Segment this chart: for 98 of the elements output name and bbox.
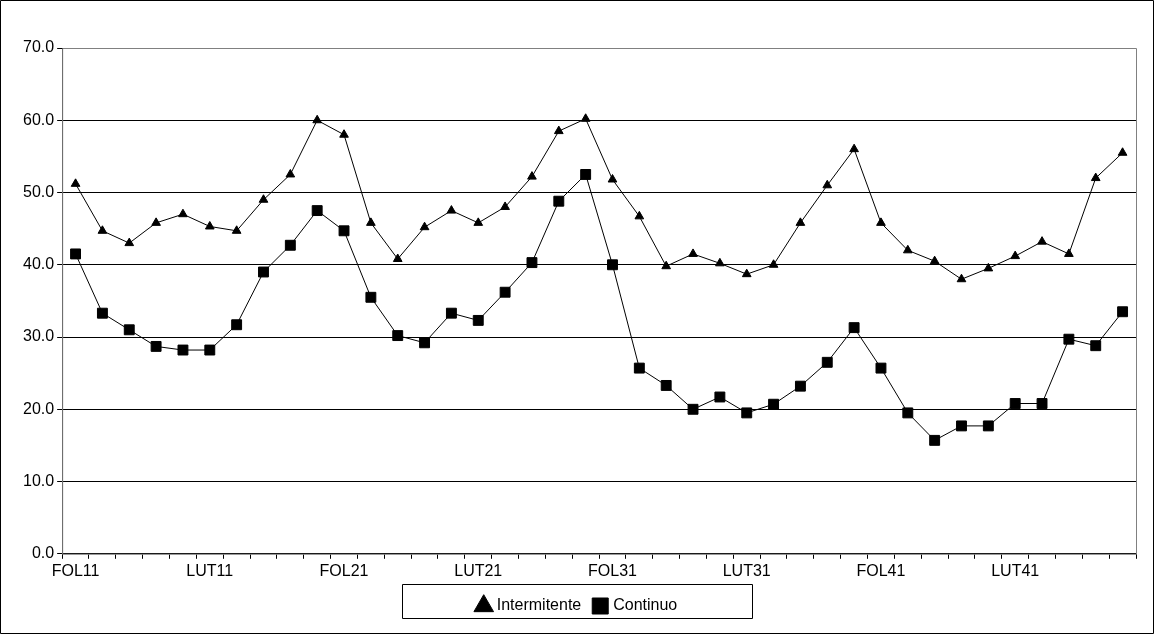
- y-tick-label: 70.0: [23, 38, 55, 56]
- x-tick-label: LUT11: [186, 561, 234, 579]
- point: [339, 129, 349, 138]
- point: [177, 344, 189, 356]
- point: [902, 407, 914, 419]
- point: [150, 340, 162, 352]
- point: [97, 225, 108, 234]
- y-tick-label: 10.0: [23, 471, 55, 489]
- point: [821, 356, 833, 368]
- point: [338, 225, 350, 237]
- point: [231, 225, 242, 234]
- point: [1064, 248, 1074, 257]
- point: [741, 268, 752, 278]
- point: [956, 420, 967, 432]
- x-tick-label: LUT41: [991, 561, 1040, 579]
- point: [580, 169, 592, 180]
- point: [607, 259, 618, 271]
- point: [1063, 333, 1075, 345]
- point: [204, 344, 216, 356]
- point: [553, 195, 565, 207]
- point: [284, 239, 296, 251]
- point: [983, 262, 994, 272]
- point: [633, 362, 645, 374]
- point: [392, 330, 404, 342]
- x-tick-label: FOL21: [319, 561, 369, 579]
- point: [419, 221, 430, 231]
- point: [929, 434, 941, 446]
- point: [741, 407, 753, 419]
- x-tick-label: FOL31: [588, 561, 638, 579]
- legend-label: Continuo: [613, 596, 678, 614]
- point: [231, 319, 243, 331]
- point: [1117, 306, 1129, 318]
- point: [634, 210, 645, 220]
- point: [1090, 172, 1101, 182]
- point: [204, 220, 215, 230]
- y-tick-label: 0.0: [31, 544, 55, 562]
- point: [714, 391, 726, 403]
- point: [1009, 398, 1021, 409]
- point: [822, 179, 833, 189]
- point: [661, 260, 672, 270]
- point: [311, 205, 323, 217]
- point: [392, 253, 403, 262]
- point: [258, 194, 269, 203]
- point: [445, 307, 457, 319]
- x-tick-label: LUT31: [722, 561, 771, 579]
- point: [768, 259, 779, 268]
- point: [956, 273, 967, 283]
- point: [848, 322, 860, 334]
- legend-label: Intermitente: [496, 596, 582, 614]
- point: [258, 266, 269, 278]
- point: [123, 324, 135, 336]
- point: [365, 291, 377, 303]
- point: [902, 244, 913, 254]
- point: [446, 205, 457, 214]
- point: [527, 171, 537, 180]
- x-tick-label: FOL11: [51, 561, 100, 579]
- point: [285, 168, 296, 178]
- point: [472, 314, 484, 326]
- point: [875, 362, 887, 374]
- point: [70, 178, 81, 187]
- y-tick-label: 50.0: [23, 182, 55, 200]
- point: [794, 380, 806, 392]
- point: [688, 248, 698, 257]
- point: [124, 237, 135, 247]
- point: [982, 420, 994, 432]
- point: [1037, 236, 1047, 245]
- point: [687, 403, 699, 415]
- point: [660, 379, 672, 391]
- point: [473, 217, 484, 226]
- point: [1036, 398, 1048, 409]
- point: [768, 398, 780, 410]
- point: [312, 114, 323, 124]
- point: [526, 257, 538, 269]
- point: [1117, 147, 1128, 156]
- point: [876, 217, 886, 226]
- y-tick-label: 30.0: [23, 327, 55, 345]
- point: [1090, 340, 1102, 352]
- y-tick-label: 60.0: [23, 110, 55, 128]
- point: [553, 125, 564, 135]
- point: [795, 217, 806, 226]
- point: [715, 257, 725, 267]
- point: [70, 248, 82, 260]
- point: [500, 201, 510, 210]
- point: [1010, 250, 1021, 260]
- point: [419, 337, 431, 349]
- point: [151, 217, 161, 226]
- y-tick-label: 20.0: [23, 399, 55, 417]
- y-tick-label: 40.0: [23, 255, 55, 273]
- point: [929, 255, 940, 265]
- x-tick-label: FOL41: [856, 561, 906, 579]
- point: [96, 307, 108, 319]
- x-tick-label: LUT21: [454, 561, 503, 579]
- point: [178, 208, 188, 218]
- point: [580, 113, 591, 122]
- point: [607, 174, 618, 183]
- point: [499, 286, 511, 298]
- point: [366, 217, 376, 226]
- point: [849, 143, 859, 153]
